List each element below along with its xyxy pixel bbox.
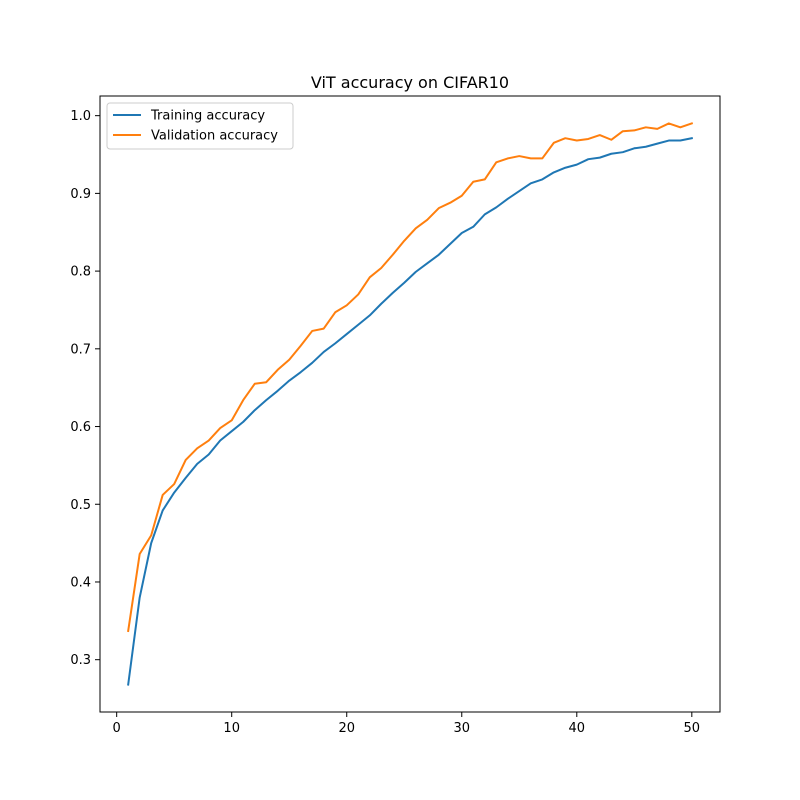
legend-box xyxy=(106,102,294,150)
y-tick-label: 0.4 xyxy=(70,575,91,590)
plot-area xyxy=(127,122,694,686)
legend-label-validation: Validation accuracy xyxy=(151,129,278,144)
chart-title: ViT accuracy on CIFAR10 xyxy=(311,73,509,92)
x-tick-label: 50 xyxy=(684,721,701,736)
y-tick-label: 1.0 xyxy=(70,109,91,124)
y-tick-label: 0.9 xyxy=(70,187,91,202)
x-tick-label: 40 xyxy=(569,721,586,736)
series-line-training xyxy=(127,137,693,686)
y-tick-label: 0.3 xyxy=(70,653,91,668)
x-tick-label: 20 xyxy=(338,721,355,736)
legend-label-training: Training accuracy xyxy=(150,109,265,124)
x-tick-label: 30 xyxy=(453,721,470,736)
y-tick-label: 0.5 xyxy=(70,498,91,513)
axes-frame xyxy=(99,95,721,713)
legend: Training accuracy Validation accuracy xyxy=(106,102,294,150)
series-line-validation xyxy=(127,122,694,633)
y-tick-label: 0.8 xyxy=(70,265,91,280)
x-tick-label: 10 xyxy=(223,721,240,736)
axes: 0 10 20 30 40 50 0.3 0.4 0.5 0.6 0.7 0.8 0.9 1.0 xyxy=(70,95,721,736)
x-tick-label: 0 xyxy=(113,721,121,736)
y-tick-label: 0.6 xyxy=(70,420,91,435)
y-tick-label: 0.7 xyxy=(70,342,91,357)
